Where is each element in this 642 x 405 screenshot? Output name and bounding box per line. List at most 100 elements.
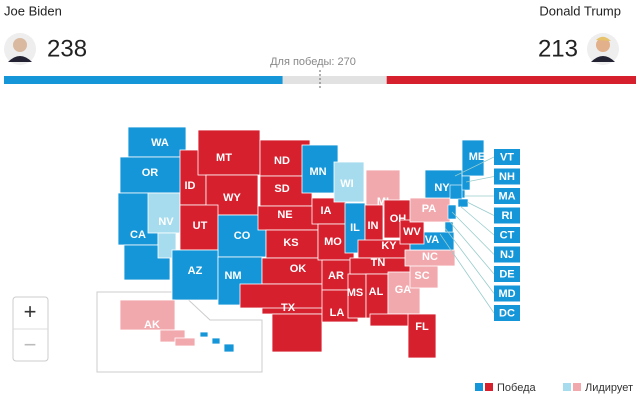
state-label: NM (224, 270, 241, 282)
state[interactable]: AL (365, 273, 389, 319)
state-label: DE (499, 268, 514, 280)
state-shape (174, 337, 196, 347)
state[interactable]: HI (199, 331, 235, 358)
state[interactable]: ME (461, 139, 486, 177)
state[interactable]: CO (217, 214, 267, 258)
connector (465, 176, 495, 183)
connector (449, 221, 495, 275)
state[interactable]: MN (301, 144, 339, 194)
votes-left: 238 (47, 35, 87, 62)
small-state[interactable]: NJ (494, 246, 520, 263)
state[interactable]: AZ (171, 249, 219, 301)
state-shape (457, 198, 469, 208)
state-label: SC (414, 270, 429, 282)
zoom-out[interactable]: − (24, 332, 37, 357)
avatar-right (587, 33, 619, 65)
state-shape (257, 205, 319, 231)
state-box (494, 246, 520, 263)
state[interactable]: KY (357, 239, 411, 259)
state[interactable]: NC (404, 249, 456, 267)
state-label: MO (324, 236, 342, 248)
state-box (494, 207, 520, 224)
state-label: OR (142, 167, 159, 179)
state-box (494, 305, 520, 321)
state[interactable]: FL (369, 313, 437, 359)
state-box (494, 168, 520, 185)
small-state[interactable]: CT (494, 227, 520, 243)
state-label: DC (499, 307, 515, 319)
state-shape (399, 219, 425, 245)
state-shape (119, 156, 183, 194)
zoom-in[interactable]: + (24, 299, 37, 324)
state-shape (223, 343, 235, 353)
small-state[interactable]: NH (494, 168, 520, 185)
state-label: NE (277, 209, 292, 221)
state-label: WV (403, 226, 421, 238)
state-shape (211, 337, 221, 345)
connector (444, 227, 495, 294)
state[interactable]: WI (333, 161, 365, 203)
state[interactable]: AK (119, 299, 196, 347)
legend-swatch (485, 383, 493, 391)
small-state[interactable]: MA (494, 188, 520, 204)
state-label: NC (422, 251, 438, 263)
state-label: TN (371, 257, 386, 269)
state-label: ND (274, 155, 290, 167)
state-label: ME (469, 151, 486, 163)
state-label: NH (499, 171, 515, 183)
state-label: WA (151, 137, 169, 149)
state-shape (461, 139, 485, 177)
state-label: ID (185, 180, 196, 192)
state[interactable]: WV (399, 219, 425, 245)
state-label: GA (395, 284, 412, 296)
state[interactable]: TN (349, 257, 413, 275)
state[interactable]: TX (239, 283, 333, 353)
state-shape (301, 144, 339, 194)
small-state[interactable]: DE (494, 266, 520, 282)
state-shape (444, 221, 454, 233)
small-state[interactable]: RI (494, 207, 520, 224)
zoom-control (12, 296, 49, 362)
state-label: KY (381, 240, 397, 252)
connector (454, 156, 495, 177)
state-label: CA (130, 229, 146, 241)
state-label: AL (369, 286, 384, 298)
avatar-left (4, 33, 36, 65)
state-label: OK (290, 263, 307, 275)
state[interactable]: NE (257, 205, 319, 231)
state[interactable]: SC (409, 263, 439, 289)
state-label: AK (144, 319, 160, 331)
small-state[interactable]: MD (494, 285, 520, 302)
small-state[interactable]: VT (494, 149, 520, 165)
state-label: SD (274, 183, 289, 195)
small-state[interactable]: DC (494, 305, 520, 321)
state[interactable]: WY (205, 174, 259, 216)
state-box (494, 188, 520, 204)
state-label: UT (193, 220, 208, 232)
legend-swatch (563, 383, 571, 391)
state[interactable]: MT (197, 129, 261, 176)
state-label: MA (498, 190, 515, 202)
state[interactable]: MS (347, 273, 367, 319)
state[interactable]: PA (409, 197, 451, 223)
state[interactable]: OR (119, 156, 183, 194)
state[interactable]: UT (179, 204, 219, 251)
state-label: NJ (500, 249, 514, 261)
state-label: AZ (188, 265, 203, 277)
state-label: WI (340, 178, 353, 190)
state-label: MN (309, 166, 326, 178)
state-shape (265, 229, 319, 259)
state[interactable]: AR (321, 259, 353, 291)
connector (466, 201, 495, 216)
state-shape (321, 259, 353, 291)
state-label: IL (350, 222, 360, 234)
state-label: WY (223, 192, 241, 204)
state[interactable]: KS (265, 229, 319, 259)
state-shape (333, 161, 365, 203)
state[interactable]: OK (261, 257, 327, 285)
state[interactable]: WA (127, 126, 187, 158)
state-shape (205, 174, 259, 216)
connector (439, 233, 495, 314)
state-label: MD (498, 288, 515, 300)
